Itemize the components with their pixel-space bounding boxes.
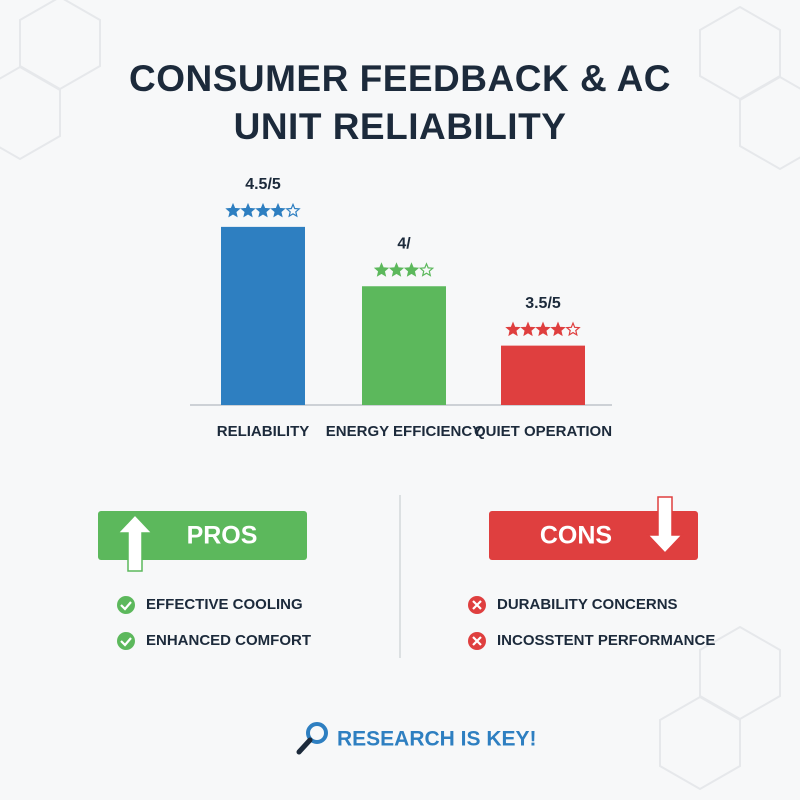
value-label: 4.5/5	[245, 176, 281, 193]
rating-star	[240, 202, 256, 218]
pro-item: EFFECTIVE COOLING	[146, 596, 303, 613]
rating-star	[403, 262, 420, 277]
up-arrow	[116, 513, 154, 572]
rating-star	[285, 202, 301, 218]
x-tick-label: QUIET OPERATION	[474, 423, 612, 440]
value-label: 4/	[397, 235, 411, 252]
bar	[362, 286, 446, 405]
check-mark	[120, 637, 132, 647]
check-icon	[117, 632, 135, 650]
rating-star	[520, 321, 536, 337]
cross-mark	[472, 636, 482, 646]
cons-title: CONS	[540, 522, 612, 550]
x-tick-label: ENERGY EFFICIENCY	[326, 423, 482, 440]
cons-banner	[489, 511, 698, 560]
pros-banner	[98, 511, 307, 560]
bar	[221, 226, 305, 405]
chart-title: CONSUMER FEEDBACK & AC UNIT RELIABILITY	[128, 58, 672, 147]
rating-star	[535, 321, 551, 337]
rating-star	[225, 202, 241, 218]
rating-star	[388, 262, 405, 277]
check-icon	[117, 596, 135, 614]
down-arrow	[646, 496, 684, 555]
bar	[501, 345, 585, 405]
rating-star	[373, 262, 390, 277]
rating-star	[565, 321, 581, 337]
con-item: INCOSSTENT PERFORMANCE	[497, 632, 715, 649]
rating-star	[550, 321, 566, 337]
con-item: DURABILITY CONCERNS	[497, 596, 678, 613]
magnifier-icon	[296, 722, 328, 755]
rating-star	[505, 321, 521, 337]
pros-title: PROS	[187, 522, 258, 550]
rating-star	[270, 202, 286, 218]
rating-star	[255, 202, 271, 218]
pro-item: ENHANCED COMFORT	[146, 632, 311, 649]
x-tick-label: RELIABILITY	[217, 423, 310, 440]
rating-star	[418, 262, 435, 277]
check-mark	[120, 601, 132, 611]
value-label: 3.5/5	[525, 295, 561, 312]
cross-mark	[472, 600, 482, 610]
footer-text: RESEARCH IS KEY!	[337, 728, 537, 751]
